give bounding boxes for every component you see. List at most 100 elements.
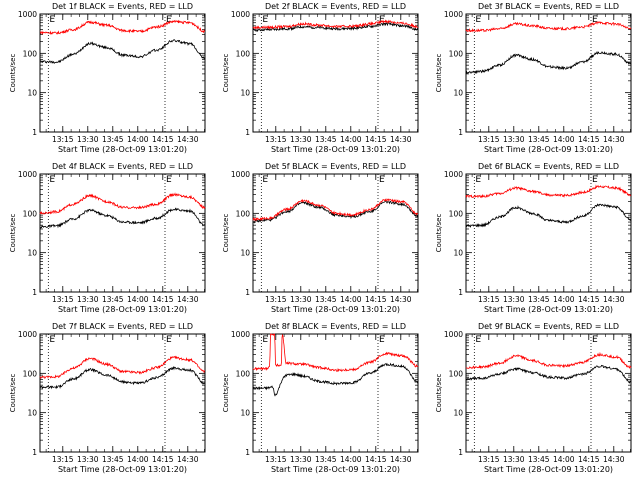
series-line-black [465, 50, 632, 75]
y-tick-label: 10 [27, 409, 37, 418]
marker-label: E [475, 335, 481, 345]
y-axis-label: Counts/sec [9, 374, 17, 413]
x-tick-label: 14:30 [603, 455, 625, 464]
y-tick-label: 1 [458, 128, 463, 137]
x-tick-label: 14:00 [127, 295, 149, 304]
chart-panel-5: Det 5f BLACK = Events, RED = LLD 1 10 100 10… [222, 162, 419, 314]
x-tick-label: 13:45 [528, 135, 550, 144]
y-tick-label: 10 [27, 89, 37, 98]
y-tick-label: 1 [245, 128, 250, 137]
marker-label: E [262, 175, 268, 185]
series-line-black [252, 362, 419, 397]
x-tick-label: 13:15 [52, 455, 74, 464]
x-tick-label: 14:15 [578, 455, 600, 464]
y-tick-label: 1 [458, 288, 463, 297]
chart-title: Det 4f BLACK = Events, RED = LLD [52, 162, 193, 171]
x-tick-label: 14:15 [578, 135, 600, 144]
x-tick-label: 13:45 [528, 455, 550, 464]
x-tick-label: 14:30 [177, 295, 199, 304]
y-tick-label: 100 [449, 369, 464, 378]
y-tick-label: 10 [240, 409, 250, 418]
y-axis-label: Counts/sec [222, 374, 230, 413]
y-tick-label: 1 [245, 288, 250, 297]
y-tick-label: 10 [453, 89, 463, 98]
y-tick-label: 1000 [231, 170, 250, 179]
chart-panel-3: Det 3f BLACK = Events, RED = LLD 1 10 100 10… [435, 2, 632, 154]
marker-label: E [379, 15, 385, 25]
x-axis-label: Start Time (28-Oct-09 13:01:20) [58, 305, 187, 314]
y-tick-label: 1000 [18, 10, 37, 19]
y-tick-label: 1000 [444, 10, 463, 19]
chart-title: Det 8f BLACK = Events, RED = LLD [265, 322, 406, 331]
x-axis-label: Start Time (28-Oct-09 13:01:20) [484, 305, 613, 314]
x-tick-label: 13:15 [265, 295, 287, 304]
chart-panel-8: Det 8f BLACK = Events, RED = LLD 1 10 100 10… [222, 322, 419, 474]
chart-panel-9: Det 9f BLACK = Events, RED = LLD 1 10 100 10… [435, 322, 632, 474]
x-tick-label: 13:45 [528, 295, 550, 304]
y-tick-label: 10 [453, 249, 463, 258]
x-tick-label: 13:45 [102, 455, 124, 464]
x-tick-label: 13:45 [102, 295, 124, 304]
marker-label: E [592, 175, 598, 185]
y-tick-label: 1000 [18, 170, 37, 179]
chart-title: Det 2f BLACK = Events, RED = LLD [265, 2, 406, 11]
x-tick-label: 14:00 [340, 295, 362, 304]
chart-panel-6: Det 6f BLACK = Events, RED = LLD 1 10 100 10… [435, 162, 632, 314]
marker-label: E [379, 335, 385, 345]
marker-label: E [475, 175, 481, 185]
y-tick-label: 100 [236, 49, 251, 58]
y-tick-label: 100 [449, 209, 464, 218]
x-axis-label: Start Time (28-Oct-09 13:01:20) [58, 465, 187, 474]
x-tick-label: 13:30 [503, 135, 525, 144]
x-axis-label: Start Time (28-Oct-09 13:01:20) [484, 465, 613, 474]
plot-frame [465, 13, 632, 133]
x-tick-label: 14:15 [365, 455, 387, 464]
x-tick-label: 14:00 [553, 455, 575, 464]
chart-title: Det 9f BLACK = Events, RED = LLD [478, 322, 619, 331]
x-tick-label: 13:30 [77, 135, 99, 144]
series-line-red [465, 351, 632, 370]
x-tick-label: 13:30 [290, 455, 312, 464]
marker-label: E [262, 335, 268, 345]
series-line-black [252, 200, 419, 224]
marker-label: E [379, 175, 385, 185]
x-tick-label: 13:45 [102, 135, 124, 144]
chart-title: Det 6f BLACK = Events, RED = LLD [478, 162, 619, 171]
x-tick-label: 14:15 [152, 455, 174, 464]
x-tick-label: 13:15 [52, 295, 74, 304]
series-line-red [252, 333, 419, 373]
y-tick-label: 1 [32, 288, 37, 297]
y-tick-label: 100 [449, 49, 464, 58]
y-tick-label: 1000 [444, 170, 463, 179]
x-tick-label: 13:45 [315, 135, 337, 144]
plot-frame [39, 13, 206, 133]
y-tick-label: 1000 [18, 330, 37, 339]
x-tick-label: 13:15 [52, 135, 74, 144]
chart-panel-7: Det 7f BLACK = Events, RED = LLD 1 10 100 10… [9, 322, 206, 474]
y-axis-label: Counts/sec [435, 374, 443, 413]
y-axis-label: Counts/sec [9, 214, 17, 253]
x-tick-label: 13:30 [77, 455, 99, 464]
marker-label: E [262, 15, 268, 25]
x-axis-label: Start Time (28-Oct-09 13:01:20) [484, 145, 613, 154]
x-tick-label: 14:15 [578, 295, 600, 304]
y-tick-label: 10 [27, 249, 37, 258]
marker-label: E [49, 175, 55, 185]
plot-frame [252, 333, 419, 453]
y-tick-label: 10 [240, 89, 250, 98]
chart-title: Det 1f BLACK = Events, RED = LLD [52, 2, 193, 11]
y-tick-label: 10 [453, 409, 463, 418]
marker-label: E [592, 335, 598, 345]
plot-frame [39, 333, 206, 453]
series-line-red [39, 355, 206, 379]
series-line-black [39, 39, 206, 64]
y-axis-label: Counts/sec [222, 214, 230, 253]
x-tick-label: 14:30 [390, 295, 412, 304]
series-line-black [40, 365, 206, 390]
y-tick-label: 1000 [231, 10, 250, 19]
series-line-black [39, 207, 206, 229]
x-axis-label: Start Time (28-Oct-09 13:01:20) [271, 465, 400, 474]
x-tick-label: 14:30 [177, 455, 199, 464]
chart-title: Det 5f BLACK = Events, RED = LLD [265, 162, 406, 171]
